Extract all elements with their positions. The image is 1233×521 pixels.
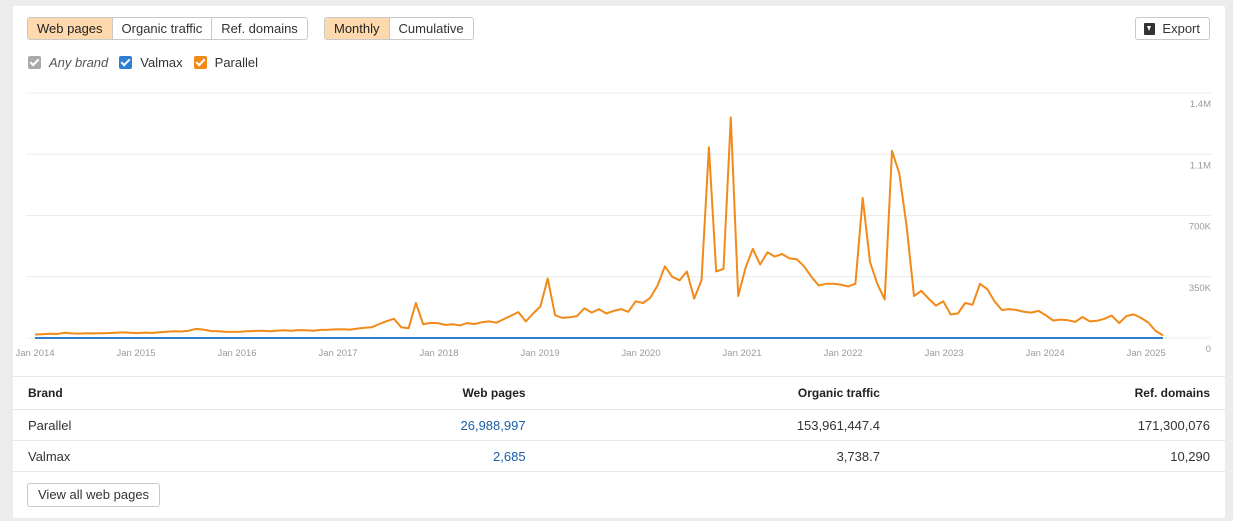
checkbox-icon[interactable]: [28, 56, 41, 69]
legend: Any brand Valmax Parallel: [28, 55, 269, 70]
export-button[interactable]: Export: [1135, 17, 1210, 40]
tab-ref-domains[interactable]: Ref. domains: [211, 18, 307, 39]
x-tick-label: Jan 2018: [420, 348, 459, 359]
metric-tabs: Web pages Organic traffic Ref. domains: [27, 17, 308, 40]
table-row: Valmax 2,685 3,738.7 10,290: [13, 440, 1225, 472]
legend-item-parallel[interactable]: Parallel: [193, 55, 259, 70]
brand-chart-card: Web pages Organic traffic Ref. domains M…: [13, 6, 1225, 518]
view-all-web-pages-button[interactable]: View all web pages: [27, 483, 161, 507]
legend-item-any-brand[interactable]: Any brand: [28, 55, 108, 70]
col-ref-domains: Ref. domains: [894, 376, 1225, 410]
series-line-parallel: [34, 116, 1164, 337]
x-tick-label: Jan 2019: [521, 348, 560, 359]
checkbox-icon[interactable]: [193, 56, 207, 69]
download-icon: [1144, 22, 1156, 35]
x-tick-label: Jan 2017: [318, 348, 357, 359]
x-tick-label: Jan 2022: [824, 348, 863, 359]
col-web-pages: Web pages: [242, 376, 541, 410]
y-tick-label: 0: [1206, 344, 1211, 355]
cell-web-pages-link[interactable]: 26,988,997: [242, 409, 541, 441]
col-brand: Brand: [13, 376, 243, 410]
y-tick-label: 350K: [1189, 283, 1212, 294]
mode-tabs: Monthly Cumulative: [324, 17, 474, 40]
tab-cumulative[interactable]: Cumulative: [388, 18, 473, 39]
cell-brand: Valmax: [13, 440, 243, 472]
export-label: Export: [1162, 21, 1200, 36]
legend-item-valmax[interactable]: Valmax: [119, 55, 183, 70]
legend-label: Valmax: [140, 55, 183, 70]
table-row: Parallel 26,988,997 153,961,447.4 171,30…: [13, 409, 1225, 441]
x-tick-label: Jan 2025: [1127, 348, 1166, 359]
tab-web-pages[interactable]: Web pages: [28, 18, 112, 39]
x-tick-label: Jan 2014: [15, 348, 54, 359]
cell-ref-domains: 171,300,076: [894, 409, 1225, 441]
cell-organic-traffic: 153,961,447.4: [540, 409, 895, 441]
x-tick-label: Jan 2024: [1026, 348, 1065, 359]
tab-monthly[interactable]: Monthly: [325, 18, 389, 39]
cell-brand: Parallel: [13, 409, 243, 441]
x-tick-label: Jan 2023: [925, 348, 964, 359]
y-tick-label: 700K: [1189, 222, 1212, 233]
legend-label: Any brand: [49, 55, 109, 70]
x-tick-label: Jan 2020: [622, 348, 661, 359]
tab-organic-traffic[interactable]: Organic traffic: [111, 18, 212, 39]
table-header-row: Brand Web pages Organic traffic Ref. dom…: [13, 376, 1225, 410]
cell-ref-domains: 10,290: [894, 440, 1225, 472]
cell-web-pages-link[interactable]: 2,685: [242, 440, 541, 472]
x-tick-label: Jan 2016: [217, 348, 256, 359]
col-organic-traffic: Organic traffic: [540, 376, 895, 410]
y-tick-label: 1.1M: [1190, 160, 1211, 171]
x-tick-label: Jan 2021: [723, 348, 762, 359]
y-tick-label: 1.4M: [1190, 99, 1211, 110]
brand-table: Brand Web pages Organic traffic Ref. dom…: [13, 376, 1225, 472]
legend-label: Parallel: [214, 55, 259, 70]
line-chart: 1.4M 1.1M 700K 350K 0 Jan 2014 Jan 2015 Jan 20…: [15, 92, 1212, 359]
x-tick-label: Jan 2015: [116, 348, 155, 359]
cell-organic-traffic: 3,738.7: [540, 440, 895, 472]
checkbox-icon[interactable]: [119, 56, 133, 69]
